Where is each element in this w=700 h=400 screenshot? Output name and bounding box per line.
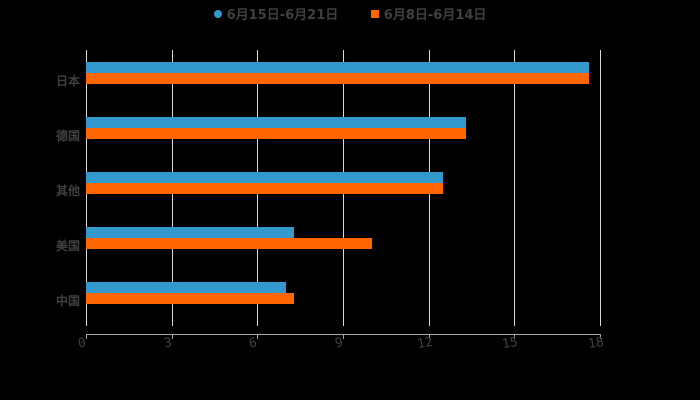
category-label: 中国 [55,294,80,309]
x-tick [428,334,430,339]
legend-marker-series1-icon [213,9,222,18]
x-tick [86,334,87,339]
bar-series1[interactable] [86,227,295,239]
x-tick [257,334,259,339]
plot-area [86,50,601,326]
legend-label-series2: 6月8日-6月14日 [383,8,487,23]
bar-series2[interactable] [86,183,443,194]
legend: 6月15日-6月21日 6月8日-6月14日 [0,4,700,23]
bar-series1[interactable] [86,172,443,183]
x-tick-label: 18 [586,334,606,353]
category-label: 美国 [55,239,80,254]
category-label: 其他 [55,184,80,198]
bar-series2[interactable] [86,127,466,139]
gridline [514,50,516,326]
bar-series1[interactable] [86,116,466,128]
bar-series1[interactable] [86,61,589,73]
gridline [600,50,601,326]
legend-item-series2[interactable]: 6月8日-6月14日 [370,4,487,23]
bar-series2[interactable] [86,293,295,305]
x-tick [343,334,344,339]
x-tick [171,334,173,339]
x-tick [514,334,516,339]
legend-marker-series2-icon [370,9,379,18]
x-tick-label: 12 [415,334,434,353]
category-label: 德国 [55,128,80,143]
legend-label-series1: 6月15日-6月21日 [226,8,339,23]
legend-item-series1[interactable]: 6月15日-6月21日 [213,4,339,23]
bar-series1[interactable] [86,282,286,294]
bar-series2[interactable] [86,72,589,84]
x-tick-label: 15 [501,334,520,353]
x-tick [600,334,601,339]
bar-series2[interactable] [86,238,372,250]
category-label: 日本 [55,73,80,88]
